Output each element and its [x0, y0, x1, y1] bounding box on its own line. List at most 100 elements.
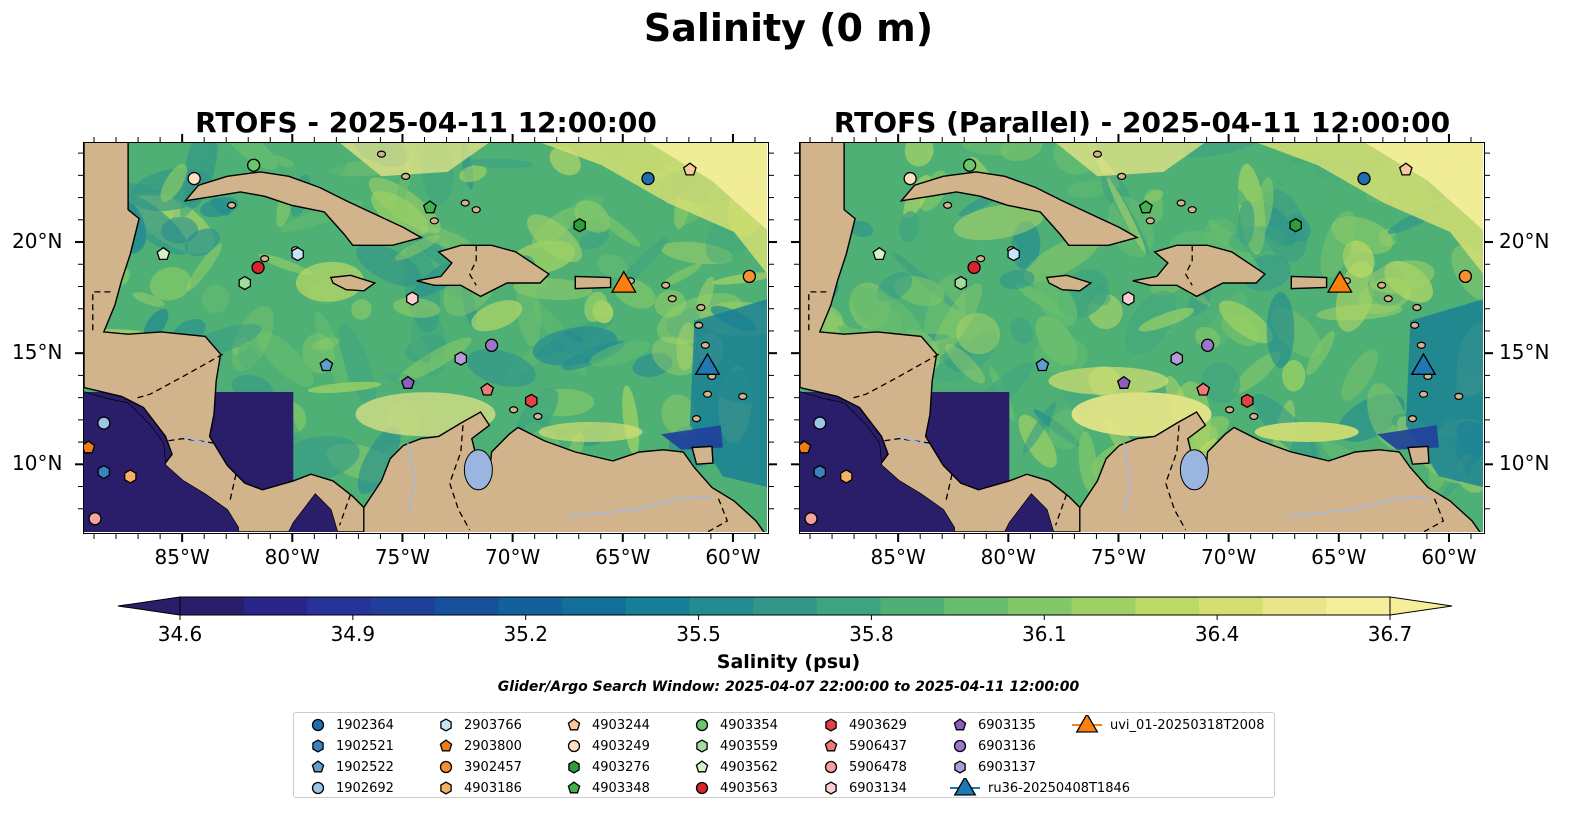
circle-marker-icon [695, 781, 709, 795]
marker-ru36-20250408T1846 [1410, 352, 1437, 375]
colorbar-tick-label: 35.8 [849, 622, 894, 646]
marker-4903563 [967, 260, 981, 275]
marker-4903186 [840, 469, 853, 484]
legend-label: uvi_01-20250318T2008 [1110, 717, 1265, 733]
marker-6903137 [454, 351, 468, 366]
circle-marker-icon [824, 760, 838, 774]
legend-item: 4903244 [564, 715, 650, 735]
map-canvas-rtofs [84, 143, 768, 533]
marker-4903559 [954, 275, 968, 291]
axis-ticks [75, 134, 1493, 542]
legend-label: 2903766 [464, 717, 522, 733]
map-panel-rtofs[interactable] [83, 142, 769, 534]
legend-marker-1902521 [312, 739, 324, 753]
lon-tick-label: 60°W [705, 545, 761, 569]
colorbar-tick-label: 35.5 [676, 622, 721, 646]
lon-tick-label: 75°W [374, 545, 431, 569]
marker-4903562 [156, 246, 171, 261]
legend-item: 4903562 [692, 757, 778, 777]
hexagon-marker-icon [696, 739, 708, 753]
legend-label: 4903249 [592, 738, 650, 754]
marker-1902522 [1035, 357, 1050, 372]
legend-label: 4903244 [592, 717, 650, 733]
hexagon-marker-icon [440, 781, 452, 795]
lat-tick-label: 15°N [1499, 340, 1550, 365]
legend-marker-4903186 [440, 781, 452, 795]
legend-item: 1902692 [308, 778, 394, 798]
circle-marker-icon [695, 718, 709, 732]
colorbar-tick-label: 34.6 [157, 622, 203, 646]
legend-label: 2903800 [464, 738, 522, 754]
marker-2903800 [84, 440, 96, 454]
lat-tick-label: 15°N [12, 340, 63, 365]
legend-label: 4903354 [720, 717, 778, 733]
marker-6903136 [1200, 338, 1215, 352]
lat-tick-label: 20°N [12, 229, 63, 254]
lon-tick-label: 75°W [1090, 545, 1147, 569]
pentagon-marker-icon [695, 760, 709, 773]
hexagon-marker-icon [312, 739, 324, 753]
legend-label: 4903276 [592, 759, 650, 775]
marker-1902522 [319, 357, 334, 372]
marker-uvi_01-20250318T2008 [1326, 270, 1353, 293]
marker-1902521 [813, 464, 827, 480]
lon-tick-label: 65°W [1311, 545, 1367, 569]
marker-5906437 [480, 382, 495, 396]
marker-4903354 [962, 158, 977, 172]
legend-marker-4903244 [567, 718, 581, 731]
legend-label: ru36-20250408T1846 [988, 780, 1131, 796]
figure-title: Salinity (0 m) [643, 6, 934, 50]
legend-item: 4903249 [564, 736, 650, 756]
map-panel-parallel[interactable] [799, 142, 1485, 534]
legend-item: 4903354 [692, 715, 778, 735]
legend-label: 4903348 [592, 780, 650, 796]
triangle-marker-icon [1072, 715, 1102, 733]
marker-uvi_01-20250318T2008 [610, 270, 637, 293]
marker-1902692 [813, 416, 827, 430]
legend-label: 4903562 [720, 759, 778, 775]
legend-item: 4903559 [692, 736, 778, 756]
marker-2903800 [800, 440, 812, 454]
marker-6903137 [1170, 351, 1184, 366]
legend-marker-6903135 [953, 718, 967, 731]
marker-6903134 [406, 291, 419, 306]
lon-tick-label: 65°W [595, 545, 651, 569]
legend-label: 4903629 [849, 717, 907, 733]
legend-item: 4903629 [821, 715, 907, 735]
legend-marker-uvi_01-20250318T2008 [1075, 715, 1099, 733]
legend-marker-4903276 [568, 760, 580, 774]
legend-item: 1902521 [308, 736, 394, 756]
legend-item: 5906478 [821, 757, 907, 777]
marker-4903249 [903, 171, 917, 186]
hexagon-marker-icon [568, 760, 580, 774]
marker-2903766 [291, 246, 304, 262]
legend-label: 5906437 [849, 738, 907, 754]
marker-3902457 [742, 269, 757, 284]
legend-item: ru36-20250408T1846 [950, 778, 1130, 798]
colorbar-label: Salinity (psu) [716, 651, 861, 673]
legend-marker-1902692 [311, 781, 325, 795]
lat-tick-label: 10°N [1499, 451, 1550, 476]
legend-label: 1902521 [336, 738, 394, 754]
lon-tick-label: 85°W [870, 545, 926, 569]
legend-label: 3902457 [464, 759, 522, 775]
marker-3902457 [1458, 269, 1473, 284]
colorbar [117, 596, 1453, 620]
marker-4903629 [1240, 393, 1254, 409]
colorbar-tick-label: 35.2 [503, 622, 548, 646]
marker-5906478 [88, 512, 102, 526]
legend-item: 6903134 [821, 778, 907, 798]
lon-tick-label: 80°W [264, 545, 320, 569]
legend-marker-2903800 [439, 739, 453, 752]
legend-marker-4903348 [567, 781, 581, 794]
marker-2903766 [1007, 246, 1020, 262]
marker-4903276 [1289, 218, 1302, 233]
legend-label: 1902692 [336, 780, 394, 796]
legend-label: 1902364 [336, 717, 394, 733]
pentagon-marker-icon [567, 781, 581, 794]
lon-tick-label: 60°W [1421, 545, 1477, 569]
legend-item: uvi_01-20250318T2008 [1072, 715, 1264, 735]
marker-5906437 [1196, 382, 1211, 396]
circle-marker-icon [953, 739, 967, 753]
legend-marker-2903766 [440, 718, 452, 732]
